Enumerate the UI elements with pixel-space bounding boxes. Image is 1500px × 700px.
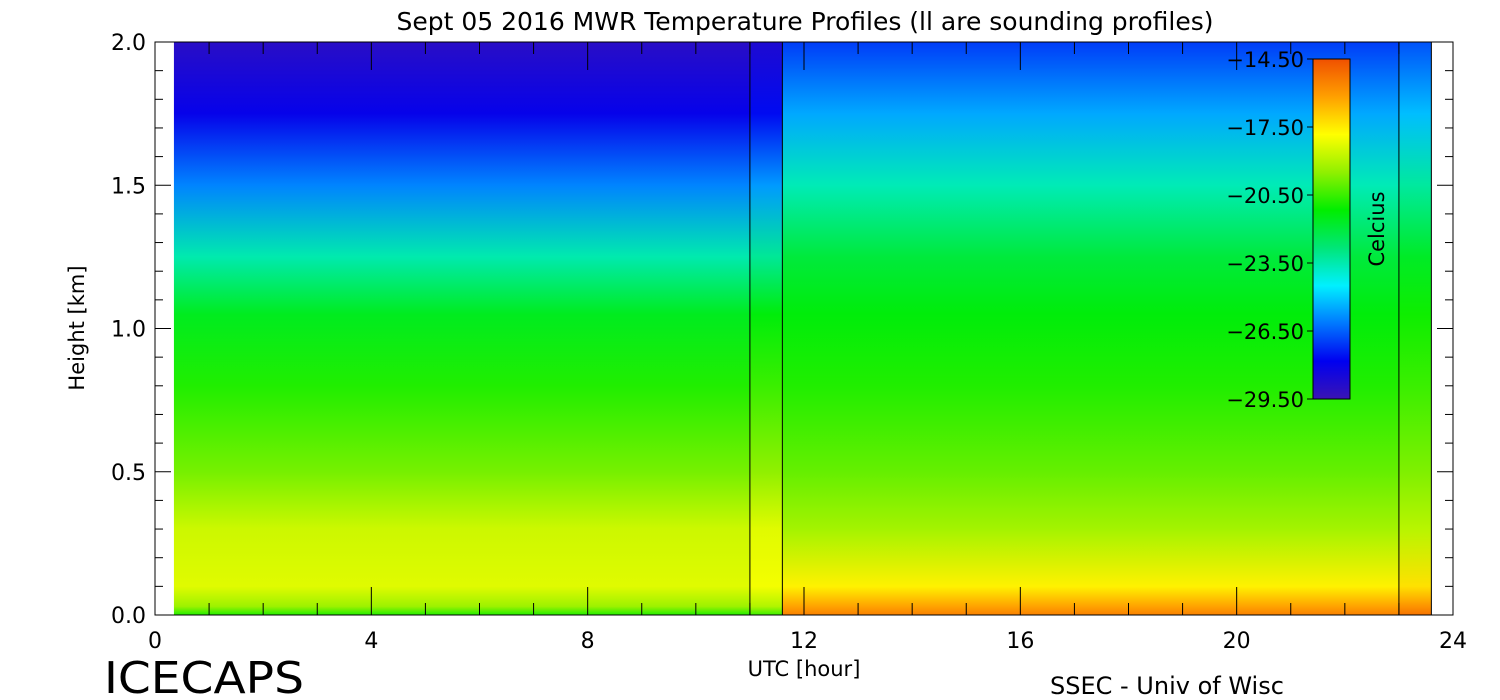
sounding-profile-column xyxy=(749,42,783,615)
icecaps-logo-text: ICECAPS xyxy=(104,653,304,700)
colorbar-tick-label: −14.50 xyxy=(1226,48,1304,72)
chart-title: Sept 05 2016 MWR Temperature Profiles (l… xyxy=(396,7,1213,36)
y-tick-label: 0.5 xyxy=(111,461,146,486)
colorbar-tick-label: −26.50 xyxy=(1226,320,1304,344)
y-axis: 0.0 0.5 1.0 1.5 2.0 xyxy=(111,31,1453,629)
sounding-markers xyxy=(749,42,1432,615)
colorbar-ticks: −14.50 −17.50 −20.50 −23.50 −26.50 −29.50 xyxy=(1226,48,1313,412)
profile-block xyxy=(782,42,1399,615)
colorbar-tick-label: −23.50 xyxy=(1226,252,1304,276)
colorbar: −14.50 −17.50 −20.50 −23.50 −26.50 −29.50 Cel… xyxy=(1226,48,1389,412)
colorbar-label: Celcius xyxy=(1365,191,1389,266)
colorbar-tick-label: −20.50 xyxy=(1226,184,1304,208)
y-tick-label: 1.0 xyxy=(111,318,146,343)
profile-block xyxy=(173,42,750,615)
y-tick-label: 2.0 xyxy=(111,31,146,56)
x-tick-label: 4 xyxy=(364,629,378,654)
x-tick-label: 8 xyxy=(581,629,595,654)
colorbar-bar xyxy=(1312,58,1351,400)
y-axis-label: Height [km] xyxy=(65,265,89,390)
colorbar-tick-label: −17.50 xyxy=(1226,116,1304,140)
ssec-credit: SSEC - Univ of Wisc xyxy=(1050,672,1284,700)
x-axis: 0 4 8 12 16 20 24 xyxy=(148,42,1467,654)
x-axis-label: UTC [hour] xyxy=(748,657,861,681)
colorbar-tick-label: −29.50 xyxy=(1226,388,1304,412)
x-tick-label: 12 xyxy=(790,629,818,654)
y-tick-label: 0.0 xyxy=(111,604,146,629)
x-tick-label: 0 xyxy=(148,629,162,654)
sounding-profile-column xyxy=(1398,42,1432,615)
x-tick-label: 20 xyxy=(1223,629,1251,654)
temperature-heatmap xyxy=(173,42,1432,615)
x-tick-label: 24 xyxy=(1439,629,1467,654)
x-tick-label: 16 xyxy=(1006,629,1034,654)
y-tick-label: 1.5 xyxy=(111,174,146,199)
